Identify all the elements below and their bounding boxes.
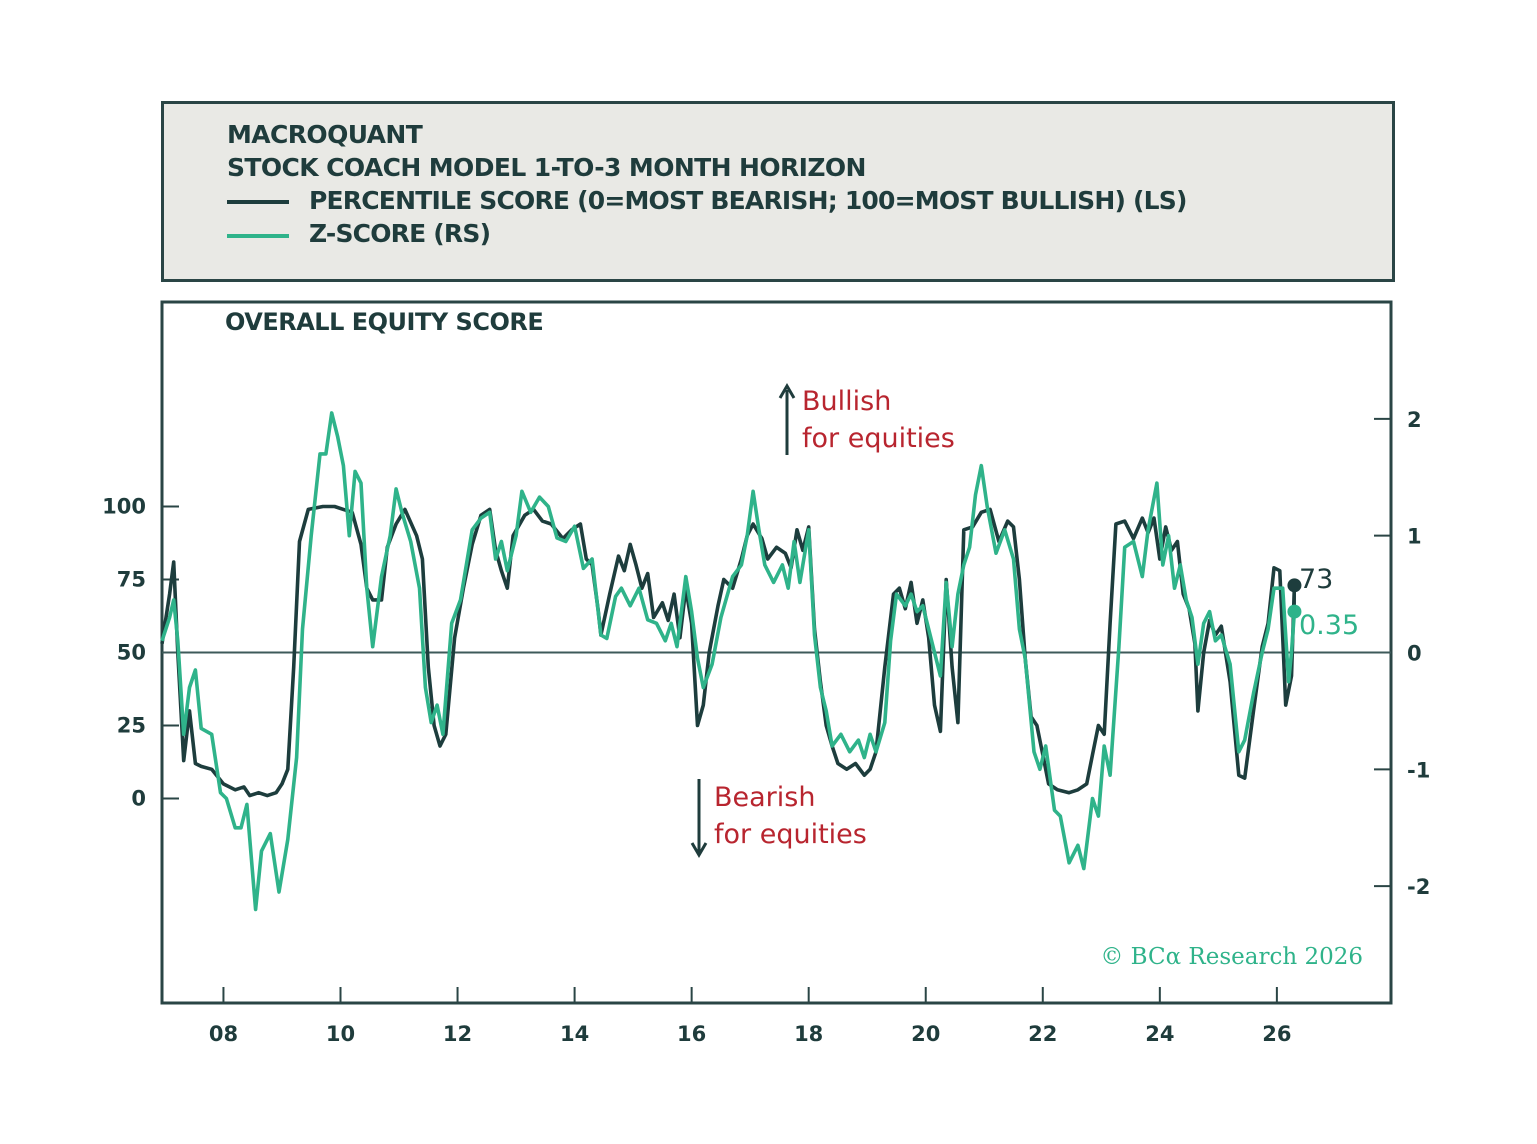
right-axis: -2 -1 0 1 2 (1374, 408, 1430, 899)
end-markers (1287, 578, 1302, 619)
bullish-annotation: Bullish for equities (778, 383, 955, 455)
bearish-label-line1: Bearish (714, 782, 815, 813)
x-tick-label: 16 (677, 1022, 706, 1046)
x-tick-label: 18 (794, 1022, 823, 1046)
panel-title: OVERALL EQUITY SCORE (225, 308, 543, 336)
x-tick-label: 26 (1262, 1022, 1291, 1046)
bullish-label-line1: Bullish (802, 386, 891, 417)
left-tick-label: 100 (102, 494, 146, 518)
last-zscore-marker (1287, 604, 1302, 619)
x-tick-label: 24 (1145, 1022, 1174, 1046)
legend-title-line2: STOCK COACH MODEL 1-TO-3 MONTH HORIZON (227, 153, 866, 182)
last-zscore-label: 0.35 (1299, 610, 1359, 641)
legend-title-line1: MACROQUANT (227, 120, 423, 149)
legend-box: MACROQUANT STOCK COACH MODEL 1-TO-3 MONT… (161, 101, 1395, 282)
x-tick-label: 20 (911, 1022, 940, 1046)
right-tick-label: 2 (1407, 408, 1422, 432)
legend-swatch-percentile (227, 200, 289, 204)
bearish-annotation: Bearish for equities (690, 779, 867, 858)
bearish-label-line2: for equities (714, 819, 867, 850)
bullish-label-line2: for equities (802, 423, 955, 454)
right-tick-label: 1 (1407, 525, 1422, 549)
down-arrowhead-icon (690, 842, 708, 858)
left-tick-label: 50 (117, 641, 146, 665)
legend-label-zscore: Z-SCORE (RS) (309, 219, 491, 248)
legend-swatch-zscore (227, 234, 289, 238)
x-tick-label: 12 (443, 1022, 472, 1046)
x-tick-label: 22 (1028, 1022, 1057, 1046)
x-tick-label: 10 (326, 1022, 355, 1046)
up-arrowhead-icon (778, 383, 796, 399)
right-tick-label: 0 (1407, 642, 1422, 666)
left-tick-label: 25 (117, 714, 146, 738)
right-tick-label: -2 (1407, 875, 1430, 899)
last-percentile-marker (1287, 578, 1302, 593)
series-layer (160, 411, 1297, 912)
right-tick-label: -1 (1407, 758, 1430, 782)
last-percentile-label: 73 (1299, 564, 1333, 595)
copyright-label: © BCα Research 2026 (1100, 944, 1363, 970)
x-tick-label: 08 (209, 1022, 238, 1046)
left-tick-label: 0 (131, 787, 146, 811)
x-axis: 08 10 12 14 16 18 20 22 24 26 (209, 987, 1291, 1046)
legend-label-percentile: PERCENTILE SCORE (0=MOST BEARISH; 100=MO… (309, 186, 1187, 215)
left-axis: 0 25 50 75 100 (102, 494, 179, 811)
zscore-series-line (160, 411, 1297, 912)
left-tick-label: 75 (117, 567, 146, 591)
x-tick-label: 14 (560, 1022, 589, 1046)
